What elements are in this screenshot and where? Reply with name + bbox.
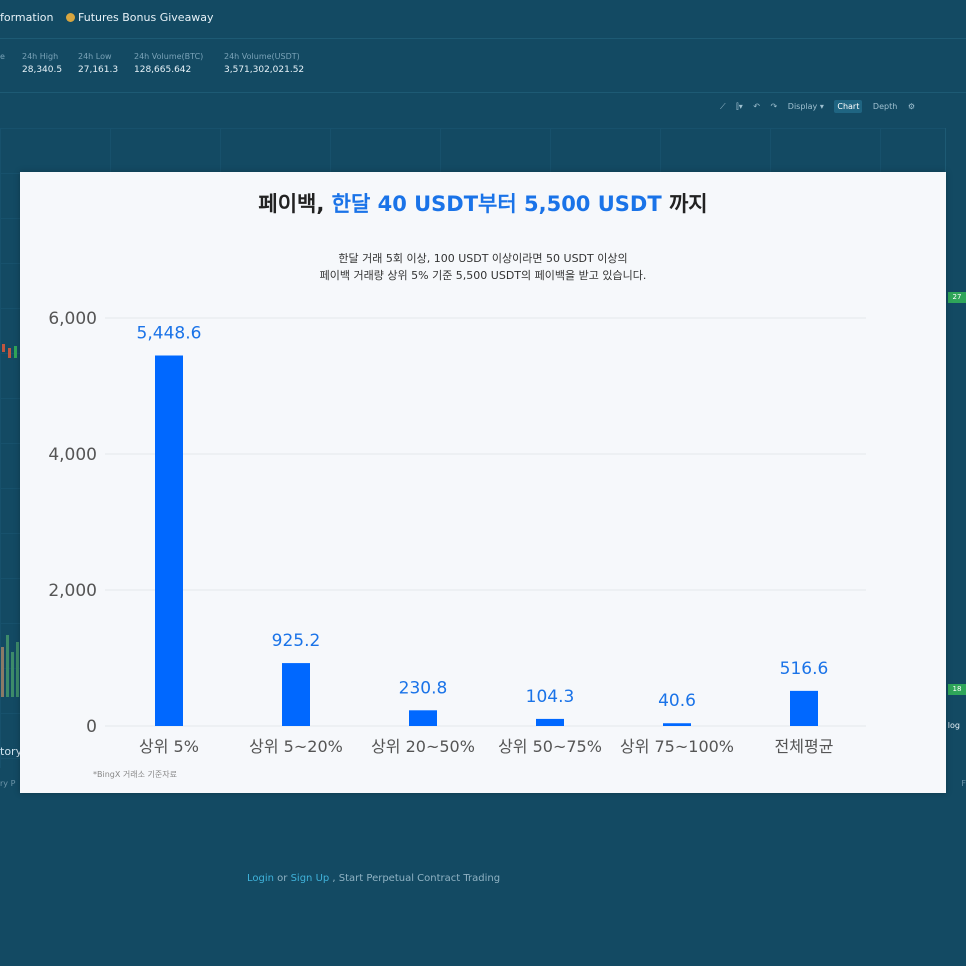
- y-tick-label: 4,000: [48, 445, 97, 465]
- stat-label: 24h High: [22, 52, 59, 61]
- data-label: 925.2: [272, 631, 321, 651]
- stat-label: e: [0, 52, 5, 61]
- bar: [282, 663, 310, 726]
- stat-item: 24h Volume(USDT) 3,571,302,021.52: [224, 52, 304, 75]
- stat-value: 28,340.5: [22, 65, 63, 75]
- candlesticks-partial: [0, 330, 22, 390]
- y-tick-label: 0: [86, 717, 97, 737]
- x-tick-label: 상위 5~20%: [249, 737, 343, 756]
- volume-tag: 18: [948, 684, 966, 695]
- y-tick-label: 2,000: [48, 581, 97, 601]
- title-highlight: 한달 40 USDT부터 5,500 USDT: [331, 192, 662, 216]
- bar: [409, 710, 437, 726]
- nav-item-information[interactable]: formation: [0, 11, 54, 24]
- or-text: or: [273, 873, 291, 884]
- indicator-icon[interactable]: ⟋: [720, 102, 726, 111]
- data-label: 516.6: [780, 659, 829, 679]
- bar: [663, 723, 691, 726]
- history-heading[interactable]: tory: [0, 745, 23, 758]
- coin-icon: [66, 13, 75, 22]
- nav-futures-bonus-label: Futures Bonus Giveaway: [78, 11, 214, 24]
- stat-value: 27,161.3: [78, 65, 119, 75]
- x-tick-label: 상위 5%: [139, 737, 199, 756]
- undo-icon[interactable]: ↶: [753, 102, 760, 111]
- stat-item: 24h Volume(BTC) 128,665.642: [134, 52, 203, 75]
- log-scale-toggle[interactable]: log: [947, 721, 960, 730]
- stat-item: 24h High 28,340.5: [22, 52, 62, 75]
- login-link[interactable]: Login: [247, 873, 274, 884]
- y-tick-label: 6,000: [48, 309, 97, 329]
- chart-toolbar: ⟋ ⫿▾ ↶ ↷ Display ▾ Chart Depth ⚙: [720, 100, 923, 118]
- stat-value: 3,571,302,021.52: [224, 65, 305, 75]
- display-menu[interactable]: Display ▾: [787, 102, 824, 111]
- overlay-subtitle: 한달 거래 5회 이상, 100 USDT 이상이라면 50 USDT 이상의 …: [20, 250, 946, 284]
- title-end: 까지: [661, 192, 708, 216]
- tab-depth[interactable]: Depth: [872, 102, 898, 111]
- history-subtab[interactable]: ry P: [0, 779, 16, 788]
- title-plain: 페이백,: [258, 192, 332, 216]
- data-label: 230.8: [399, 678, 448, 698]
- start-trading-text: , Start Perpetual Contract Trading: [329, 873, 501, 884]
- stat-value: 128,665.642: [134, 65, 192, 75]
- payback-bar-chart: 0 2,000 4,000 6,000 5,448.6 상위 5% 925.2 상위 5~20…: [48, 309, 866, 756]
- volume-bars-partial: [0, 625, 20, 697]
- settings-icon[interactable]: ⚙: [907, 102, 915, 111]
- stat-item: e: [0, 52, 5, 65]
- overlay-title: 페이백, 한달 40 USDT부터 5,500 USDT 까지: [20, 188, 946, 218]
- source-note: *BingX 거래소 기준자료: [93, 770, 177, 779]
- tab-chart[interactable]: Chart: [834, 100, 863, 113]
- stat-item: 24h Low 27,161.3: [78, 52, 118, 75]
- subtitle-line-2: 페이백 거래량 상위 5% 기준 5,500 USDT의 페이백을 받고 있습니…: [319, 269, 647, 282]
- bar: [155, 355, 183, 726]
- market-stats: e 24h High 28,340.5 24h Low 27,161.3 24h V…: [0, 52, 966, 93]
- last-price-tag: 27: [948, 292, 966, 303]
- stat-label: 24h Volume(USDT): [224, 52, 300, 61]
- x-tick-label: 상위 50~75%: [498, 737, 602, 756]
- stat-label: 24h Volume(BTC): [134, 52, 204, 61]
- data-label: 40.6: [658, 691, 696, 711]
- bar: [790, 690, 818, 726]
- price-axis: 27 18: [945, 128, 966, 768]
- stat-label: 24h Low: [78, 52, 112, 61]
- data-label: 5,448.6: [137, 323, 202, 343]
- subtitle-line-1: 한달 거래 5회 이상, 100 USDT 이상이라면 50 USDT 이상의: [338, 252, 628, 265]
- x-tick-label: 상위 75~100%: [620, 737, 734, 756]
- nav-item-futures-bonus[interactable]: Futures Bonus Giveaway: [66, 11, 214, 24]
- candle-type-icon[interactable]: ⫿▾: [736, 102, 743, 111]
- x-tick-label: 전체평균: [775, 737, 834, 756]
- x-tick-label: 상위 20~50%: [371, 737, 475, 756]
- bar: [536, 718, 564, 726]
- right-footer-fragment: F: [961, 779, 966, 788]
- top-nav: formation Futures Bonus Giveaway: [0, 0, 966, 39]
- payback-overlay-card: 페이백, 한달 40 USDT부터 5,500 USDT 까지 한달 거래 5회…: [20, 172, 946, 793]
- data-label: 104.3: [526, 687, 575, 707]
- login-prompt: Login or Sign Up , Start Perpetual Contr…: [247, 873, 500, 884]
- signup-link[interactable]: Sign Up: [290, 873, 330, 884]
- redo-icon[interactable]: ↷: [770, 102, 778, 111]
